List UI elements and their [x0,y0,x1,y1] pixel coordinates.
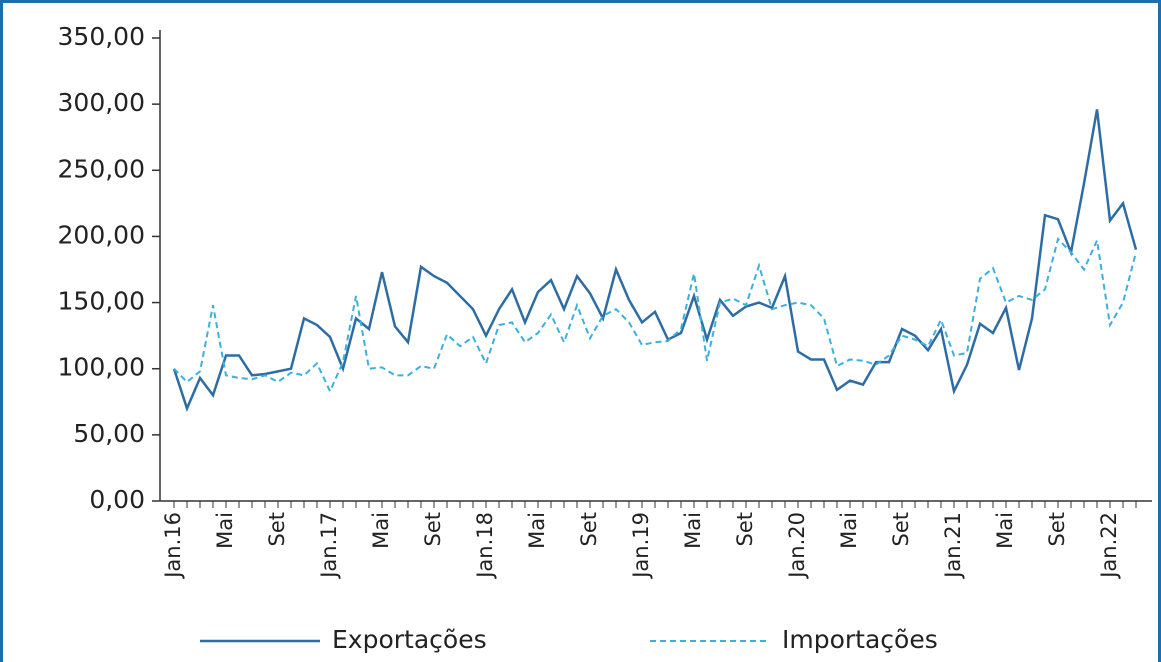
y-tick-label: 50,00 [73,419,145,448]
series-line [172,109,1138,412]
x-tick-label: Mai [993,512,1017,549]
x-tick-label: Mai [369,512,393,549]
x-tick-label: Jan.21 [941,512,965,580]
y-tick-label: 0,00 [89,485,145,514]
x-tick-label: Set [1045,512,1069,546]
x-tick-label: Jan.17 [317,512,341,580]
series-line [173,236,1137,394]
legend-label: Importações [782,625,938,654]
x-tick-label: Set [421,512,445,546]
legend-label: Exportações [332,625,487,654]
x-tick-label: Set [265,512,289,546]
x-tick-label: Jan.19 [629,512,653,580]
x-tick-label: Mai [525,512,549,549]
x-tick-label: Set [733,512,757,546]
x-tick-label: Jan.20 [785,512,809,580]
x-tick-label: Jan.16 [161,512,185,580]
x-tick-label: Mai [837,512,861,549]
y-tick-label: 100,00 [58,353,145,382]
x-tick-label: Jan.18 [473,512,497,580]
x-tick-label: Set [577,512,601,546]
y-tick-label: 150,00 [58,287,145,316]
y-tick-label: 200,00 [58,220,145,249]
x-tick-label: Jan.22 [1097,512,1121,580]
y-tick-label: 250,00 [58,154,145,183]
x-tick-label: Set [889,512,913,546]
x-tick-label: Mai [213,512,237,549]
y-tick-label: 300,00 [58,88,145,117]
x-tick-label: Mai [681,512,705,549]
y-tick-label: 350,00 [58,22,145,51]
